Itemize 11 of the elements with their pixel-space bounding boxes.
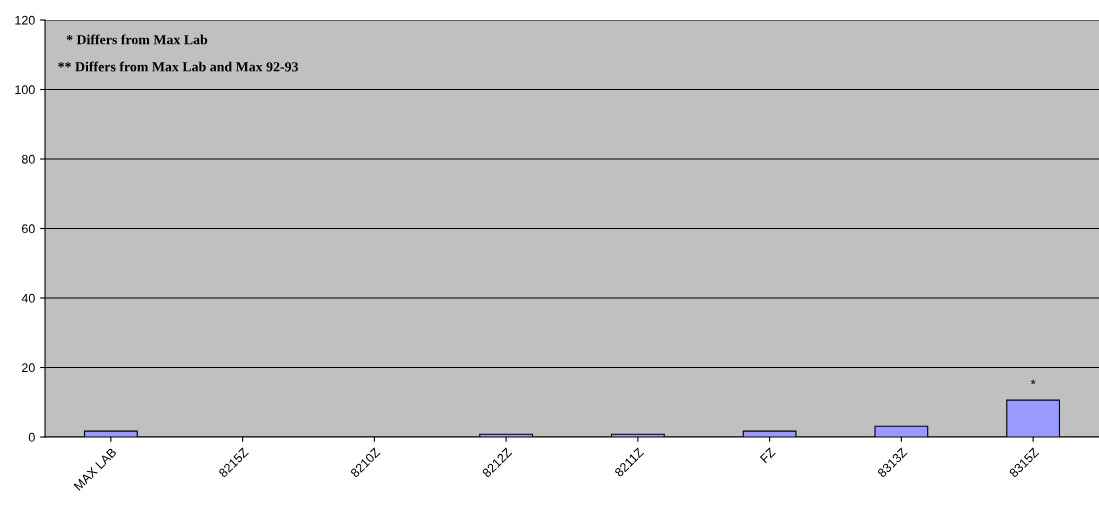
annotation: ** Differs from Max Lab and Max 92-93 [58,61,299,72]
y-tick-label: 80 [21,154,35,164]
y-tick-label: 60 [22,224,35,234]
y-tick-label: 0 [28,432,35,442]
annotation: * [1030,379,1036,385]
y-tick-label: 120 [15,15,35,25]
y-tick-label: 100 [15,85,35,95]
annotation: * Differs from Max Lab [66,34,208,45]
y-tick-label: 40 [21,293,35,303]
x-tick-label: FZ [759,447,776,464]
y-tick-label: 20 [22,363,35,373]
